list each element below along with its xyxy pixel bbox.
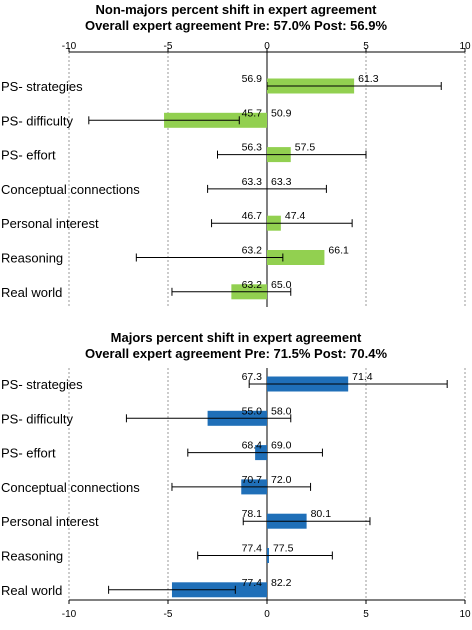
nonmajors-pre-label: 46.7 bbox=[242, 210, 263, 222]
nonmajors-category-label: Reasoning bbox=[1, 251, 63, 266]
majors-category-label: PS- difficulty bbox=[1, 411, 74, 426]
majors-pre-label: 78.1 bbox=[242, 508, 263, 520]
nonmajors-pre-label: 63.2 bbox=[242, 279, 263, 291]
majors-pre-label: 70.7 bbox=[242, 474, 263, 486]
chart-subtitle-majors: Overall expert agreement Pre: 71.5% Post… bbox=[84, 346, 388, 361]
nonmajors-post-label: 57.5 bbox=[295, 142, 316, 154]
majors-x-tick-label: -5 bbox=[164, 609, 173, 620]
nonmajors-category-label: PS- difficulty bbox=[1, 113, 74, 128]
majors-category-label: PS- effort bbox=[1, 446, 56, 461]
majors-category-label: PS- strategies bbox=[1, 377, 83, 392]
nonmajors-post-label: 65.0 bbox=[271, 279, 292, 291]
chart-title-nonmajors: Non-majors percent shift in expert agree… bbox=[95, 2, 377, 17]
majors-x-tick-label: -10 bbox=[62, 609, 77, 620]
majors-x-tick-label: 0 bbox=[264, 609, 270, 620]
nonmajors-post-label: 63.3 bbox=[271, 176, 292, 188]
nonmajors-x-tick-label: -5 bbox=[164, 41, 173, 52]
nonmajors-pre-label: 56.9 bbox=[242, 73, 263, 85]
nonmajors-pre-label: 56.3 bbox=[242, 142, 263, 154]
nonmajors-bar bbox=[267, 250, 325, 265]
nonmajors-post-label: 66.1 bbox=[328, 245, 349, 257]
nonmajors-pre-label: 45.7 bbox=[242, 107, 263, 119]
majors-pre-label: 55.0 bbox=[242, 405, 263, 417]
nonmajors-x-tick-label: 5 bbox=[363, 41, 369, 52]
nonmajors-post-label: 50.9 bbox=[271, 107, 292, 119]
majors-x-tick-label: 10 bbox=[459, 609, 471, 620]
majors-category-label: Conceptual connections bbox=[1, 480, 140, 495]
majors-category-label: Reasoning bbox=[1, 549, 63, 564]
nonmajors-post-label: 61.3 bbox=[358, 73, 379, 85]
majors-post-label: 72.0 bbox=[271, 474, 292, 486]
majors-pre-label: 68.4 bbox=[242, 440, 263, 452]
nonmajors-category-label: Personal interest bbox=[1, 216, 99, 231]
majors-post-label: 58.0 bbox=[271, 405, 292, 417]
majors-pre-label: 77.4 bbox=[242, 577, 263, 589]
majors-pre-label: 67.3 bbox=[242, 371, 263, 383]
nonmajors-x-tick-label: 10 bbox=[459, 41, 471, 52]
nonmajors-pre-label: 63.2 bbox=[242, 245, 263, 257]
nonmajors-x-tick-label: -10 bbox=[62, 41, 77, 52]
majors-category-label: Personal interest bbox=[1, 514, 99, 529]
nonmajors-pre-label: 63.3 bbox=[242, 176, 263, 188]
majors-post-label: 71.4 bbox=[352, 371, 373, 383]
majors-post-label: 82.2 bbox=[271, 577, 292, 589]
nonmajors-x-tick-label: 0 bbox=[264, 41, 270, 52]
majors-pre-label: 77.4 bbox=[242, 543, 263, 555]
chart-title-majors: Majors percent shift in expert agreement bbox=[110, 330, 362, 345]
majors-post-label: 69.0 bbox=[271, 440, 292, 452]
nonmajors-category-label: PS- strategies bbox=[1, 79, 83, 94]
majors-post-label: 77.5 bbox=[273, 543, 294, 555]
nonmajors-post-label: 47.4 bbox=[285, 210, 306, 222]
nonmajors-category-label: Conceptual connections bbox=[1, 182, 140, 197]
nonmajors-category-label: PS- effort bbox=[1, 148, 56, 163]
majors-post-label: 80.1 bbox=[311, 508, 332, 520]
nonmajors-category-label: Real world bbox=[1, 285, 62, 300]
chart-subtitle-nonmajors: Overall expert agreement Pre: 57.0% Post… bbox=[84, 18, 388, 33]
majors-category-label: Real world bbox=[1, 583, 62, 598]
majors-x-tick-label: 5 bbox=[363, 609, 369, 620]
